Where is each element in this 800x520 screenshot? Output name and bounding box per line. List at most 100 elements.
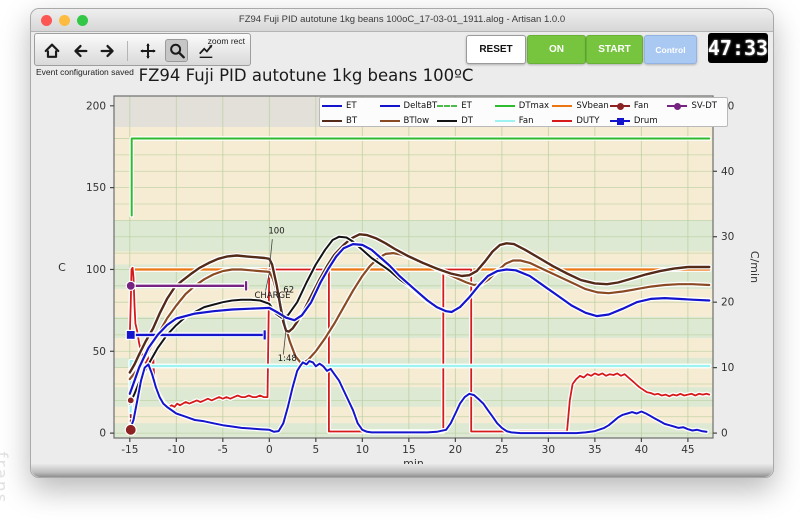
legend-swatch <box>380 105 400 107</box>
marker-endcap <box>263 330 266 340</box>
legend-item-dtmax: DTmax <box>495 101 553 111</box>
zoom-rect-button[interactable] <box>165 39 188 62</box>
marker-circle <box>126 281 135 290</box>
legend-label: SV-DT <box>691 101 717 111</box>
y-right-tick-label: 40 <box>721 166 734 178</box>
x-tick-label: 5 <box>312 444 319 456</box>
legend-item-sv-dt: SV-DT <box>667 101 725 111</box>
y-left-tick-label: 150 <box>86 182 106 194</box>
control-button[interactable]: Control <box>644 35 697 64</box>
legend-swatch <box>495 105 515 107</box>
legend-swatch <box>610 120 630 122</box>
window-bottom-edge[interactable] <box>31 464 773 477</box>
y-left-tick-label: 50 <box>93 346 106 358</box>
home-icon <box>43 42 61 60</box>
annotation-100: 100 <box>268 226 284 236</box>
legend-item-svbean: SVbean <box>552 101 610 111</box>
y-right-tick-label: 0 <box>721 428 728 440</box>
x-tick-label: 40 <box>635 444 648 456</box>
legend-item-et: ET <box>322 101 380 111</box>
legend-item-deltabt: DeltaBT <box>380 101 438 111</box>
lcd-timer: 47:33 <box>708 33 768 63</box>
x-tick-label: 20 <box>449 444 462 456</box>
legend-swatch <box>322 120 342 122</box>
desktop-page: frans FZ94 Fuji PID autotune 1kg beans 1… <box>0 0 800 520</box>
start-button[interactable]: START <box>586 35 643 64</box>
legend-swatch <box>322 105 342 107</box>
x-tick-label: -15 <box>121 444 138 456</box>
y-right-axis-label: C/min <box>748 251 761 283</box>
legend-swatch <box>437 105 457 107</box>
plot-canvas[interactable]: 100CHARGE621:4805010015020001020304050-1… <box>114 96 713 438</box>
legend-label: DUTY <box>576 116 599 126</box>
marker-endcap <box>245 281 248 291</box>
x-tick-label: 30 <box>542 444 555 456</box>
artisan-window: FZ94 Fuji PID autotune 1kg beans 100oC_1… <box>30 8 774 478</box>
legend-label: DeltaBT <box>404 101 438 111</box>
x-tick-label: -5 <box>218 444 228 456</box>
legend-label: DTmax <box>519 101 549 111</box>
legend-swatch <box>437 120 457 122</box>
arrow-left-icon <box>71 42 89 60</box>
legend-label: Fan <box>634 101 649 111</box>
x-tick-label: 15 <box>402 444 415 456</box>
roast-profile-plot[interactable]: 100CHARGE621:4805010015020001020304050-1… <box>114 96 713 438</box>
legend-swatch <box>610 105 630 107</box>
background-band <box>114 338 713 358</box>
legend-item-bt: BT <box>322 116 380 126</box>
chart-line-icon <box>197 42 215 60</box>
home-button[interactable] <box>41 40 62 61</box>
y-right-tick-label: 20 <box>721 297 734 309</box>
legend-label: ET <box>346 101 357 111</box>
legend-swatch <box>552 105 572 107</box>
plot-legend: ET DeltaBT ET DTmax SVbean Fan SV-DT BT BTlow DT F… <box>319 97 728 127</box>
legend-swatch <box>495 120 515 122</box>
legend-label: Drum <box>634 116 658 126</box>
x-tick-label: 0 <box>266 444 273 456</box>
marker-circle <box>127 397 134 404</box>
pan-button[interactable] <box>137 40 158 61</box>
annotation-1:48: 1:48 <box>278 354 297 364</box>
on-button[interactable]: ON <box>527 35 586 64</box>
back-button[interactable] <box>69 40 90 61</box>
legend-label: SVbean <box>576 101 608 111</box>
forward-button[interactable] <box>97 40 118 61</box>
background-band <box>114 387 713 407</box>
legend-label: BTlow <box>404 116 430 126</box>
subplot-config-button[interactable] <box>195 40 216 61</box>
legend-item-drum: Drum <box>610 116 668 126</box>
background-band <box>114 220 713 251</box>
legend-swatch <box>380 120 400 122</box>
x-tick-label: 45 <box>681 444 694 456</box>
y-right-tick-label: 30 <box>721 231 734 243</box>
move-icon <box>139 42 157 60</box>
legend-label: ET <box>461 101 472 111</box>
legend-label: BT <box>346 116 357 126</box>
annotation-62: 62 <box>283 285 294 295</box>
y-right-tick-label: 10 <box>721 362 734 374</box>
magnifier-icon <box>168 42 186 60</box>
legend-label: Fan <box>519 116 534 126</box>
x-tick-label: 10 <box>356 444 369 456</box>
marker-circle-icon <box>617 103 624 110</box>
background-band <box>114 127 713 220</box>
x-tick-label: 25 <box>495 444 508 456</box>
y-left-tick-label: 100 <box>86 264 106 276</box>
y-left-axis-label: C <box>58 261 66 274</box>
legend-swatch <box>667 105 687 107</box>
legend-item-fan: Fan <box>495 116 553 126</box>
marker-square-icon <box>617 118 624 125</box>
legend-item-fan: Fan <box>610 101 668 111</box>
legend-swatch <box>552 120 572 122</box>
marker-circle-icon <box>674 103 681 110</box>
legend-item-btlow: BTlow <box>380 116 438 126</box>
chart-title: FZ94 Fuji PID autotune 1kg beans 100ºC <box>96 66 516 85</box>
reset-button[interactable]: RESET <box>466 35 526 64</box>
marker-circle <box>125 424 136 435</box>
toolbar-separator <box>127 41 128 61</box>
legend-label: DT <box>461 116 473 126</box>
arrow-right-icon <box>99 42 117 60</box>
window-titlebar[interactable]: FZ94 Fuji PID autotune 1kg beans 100oC_1… <box>31 9 773 32</box>
x-tick-label: -10 <box>168 444 185 456</box>
y-left-tick-label: 0 <box>99 428 106 440</box>
